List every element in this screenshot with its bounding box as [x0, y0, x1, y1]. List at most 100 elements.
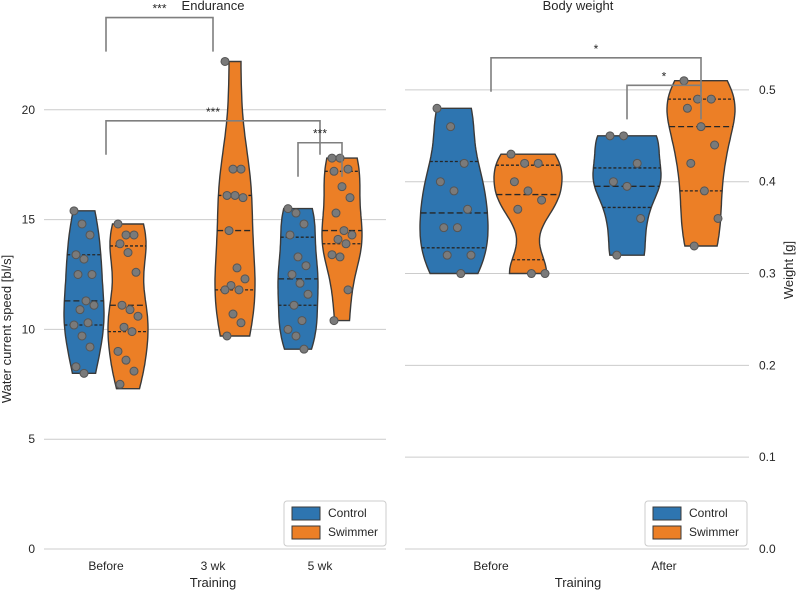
body-weight-significance-label: * [662, 69, 667, 83]
endurance-data-point [222, 331, 232, 341]
body-weight-data-point [632, 158, 642, 168]
endurance-data-point [89, 300, 99, 310]
endurance-x-tick-label: 3 wk [201, 559, 227, 573]
body-weight-data-point [520, 158, 530, 168]
endurance-data-point [119, 322, 129, 332]
endurance-significance-label: *** [152, 2, 166, 16]
endurance-violin-control [63, 210, 105, 374]
endurance-data-point [121, 355, 131, 365]
legend-label-control: Control [328, 506, 367, 520]
body-weight-data-point [605, 131, 615, 141]
body-weight-data-point [612, 250, 622, 260]
endurance-significance-bracket [105, 16, 214, 52]
body-weight-y-tick-label: 0.1 [759, 450, 776, 464]
body-weight-y-tick-label: 0.4 [759, 175, 776, 189]
body-weight-y-axis-label: Weight [g] [781, 241, 796, 299]
endurance-data-point [295, 278, 305, 288]
body-weight-data-point [713, 213, 723, 223]
body-weight-violin-swimmer [666, 80, 736, 247]
endurance-data-point [303, 289, 313, 299]
endurance-data-point [299, 344, 309, 354]
body-weight-data-point [682, 103, 692, 113]
endurance-data-point [133, 311, 143, 321]
endurance-data-point [329, 316, 339, 326]
body-weight-data-point [619, 131, 629, 141]
endurance-data-point [228, 309, 238, 319]
body-weight-data-point [463, 204, 473, 214]
endurance-data-point [220, 56, 230, 66]
body-weight-data-point [513, 204, 523, 214]
body-weight-data-point [459, 158, 469, 168]
endurance-y-tick-label: 15 [22, 213, 36, 227]
body-weight-data-point [706, 94, 716, 104]
legend-swatch-swimmer [652, 525, 682, 540]
legend-swatch-swimmer [291, 525, 321, 540]
endurance-data-point [289, 300, 299, 310]
endurance-data-point [220, 285, 230, 295]
body-weight-data-point [608, 177, 618, 187]
body-weight-violin-control [592, 135, 662, 256]
endurance-data-point [339, 226, 349, 236]
endurance-y-tick-label: 10 [22, 322, 36, 336]
endurance-significance-label: *** [313, 127, 327, 141]
body-weight-data-point [686, 158, 696, 168]
endurance-data-point [129, 366, 139, 376]
endurance-data-point [226, 280, 236, 290]
body-weight-data-point [636, 213, 646, 223]
body-weight-significance-brackets: ** [490, 42, 702, 120]
endurance-data-point [331, 208, 341, 218]
endurance-data-point [71, 362, 81, 372]
endurance-data-point [123, 248, 133, 258]
endurance-data-point [87, 270, 97, 279]
endurance-data-point [113, 219, 123, 229]
endurance-y-axis-label: Water current speed [bl/s] [0, 255, 14, 403]
endurance-data-point [234, 285, 244, 295]
body-weight-legend: Control Swimmer [644, 500, 748, 547]
endurance-data-point [345, 193, 355, 203]
body-weight-data-point [439, 223, 449, 233]
body-weight-significance-bracket [626, 84, 702, 120]
endurance-tick-labels: 0 5 10 15 20 Before 3 wk 5 wk [22, 103, 334, 573]
body-weight-significance-label: * [594, 42, 599, 56]
endurance-data-point [301, 261, 311, 271]
endurance-data-point [85, 230, 95, 240]
endurance-x-tick-label: Before [88, 559, 124, 573]
body-weight-x-tick-label: After [651, 559, 676, 573]
endurance-data-point [71, 250, 81, 260]
body-weight-data-point [509, 177, 519, 187]
endurance-data-point [77, 219, 87, 229]
endurance-data-point [283, 324, 293, 334]
endurance-data-point [113, 346, 123, 356]
endurance-data-point [81, 296, 91, 306]
endurance-data-point [236, 318, 246, 328]
endurance-significance-label: *** [206, 105, 220, 119]
body-weight-y-tick-label: 0.3 [759, 267, 776, 281]
body-weight-data-point [435, 177, 445, 187]
endurance-data-point [75, 305, 85, 315]
body-weight-significance-bracket [490, 56, 702, 92]
endurance-significance-bracket [297, 141, 343, 177]
endurance-data-point [341, 239, 351, 249]
endurance-title: Endurance [182, 0, 245, 13]
endurance-data-point [299, 219, 309, 229]
body-weight-data-point [526, 269, 536, 279]
endurance-data-point [230, 190, 240, 200]
endurance-y-tick-label: 5 [28, 432, 35, 446]
body-weight-data-point [699, 186, 709, 196]
endurance-data-point [73, 270, 83, 279]
endurance-x-tick-label: 5 wk [308, 559, 334, 573]
endurance-data-point [232, 263, 242, 273]
body-weight-data-point [456, 269, 466, 279]
body-weight-tick-labels: 0.0 0.1 0.2 0.3 0.4 0.5 Before After [473, 83, 776, 573]
body-weight-data-point [523, 186, 533, 196]
legend-label-control: Control [689, 506, 728, 520]
body-weight-violins [419, 76, 736, 279]
endurance-data-point [337, 182, 347, 192]
body-weight-data-point [506, 149, 516, 159]
body-weight-data-point [446, 122, 456, 132]
endurance-data-point [327, 250, 337, 260]
body-weight-chart: ** Body weight Training Weight [g] 0.00.… [405, 0, 796, 590]
endurance-data-point [335, 252, 345, 262]
endurance-data-point [79, 254, 89, 264]
